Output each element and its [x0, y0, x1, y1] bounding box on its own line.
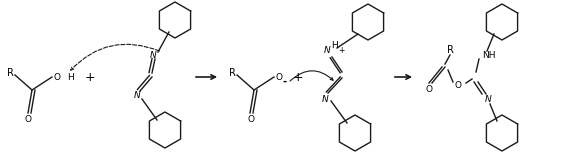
FancyArrowPatch shape	[290, 71, 333, 81]
Text: NH: NH	[482, 51, 496, 60]
Text: N: N	[149, 51, 156, 60]
Text: O: O	[425, 86, 433, 95]
Text: N: N	[134, 91, 140, 100]
Text: R: R	[229, 68, 235, 78]
Text: O: O	[247, 115, 255, 124]
Text: N: N	[324, 46, 330, 55]
Text: O: O	[53, 73, 60, 82]
Text: O: O	[25, 115, 31, 124]
Text: O: O	[276, 73, 283, 82]
Text: +: +	[338, 46, 344, 55]
Text: -: -	[283, 77, 287, 87]
Text: N: N	[484, 95, 491, 104]
Text: +: +	[293, 71, 303, 84]
FancyArrowPatch shape	[71, 44, 160, 70]
Text: R: R	[447, 45, 454, 55]
Text: O: O	[455, 80, 461, 89]
Text: R: R	[7, 68, 13, 78]
Text: N: N	[321, 95, 328, 104]
Text: H: H	[67, 73, 74, 82]
Text: H: H	[330, 40, 337, 49]
Text: +: +	[85, 71, 96, 84]
